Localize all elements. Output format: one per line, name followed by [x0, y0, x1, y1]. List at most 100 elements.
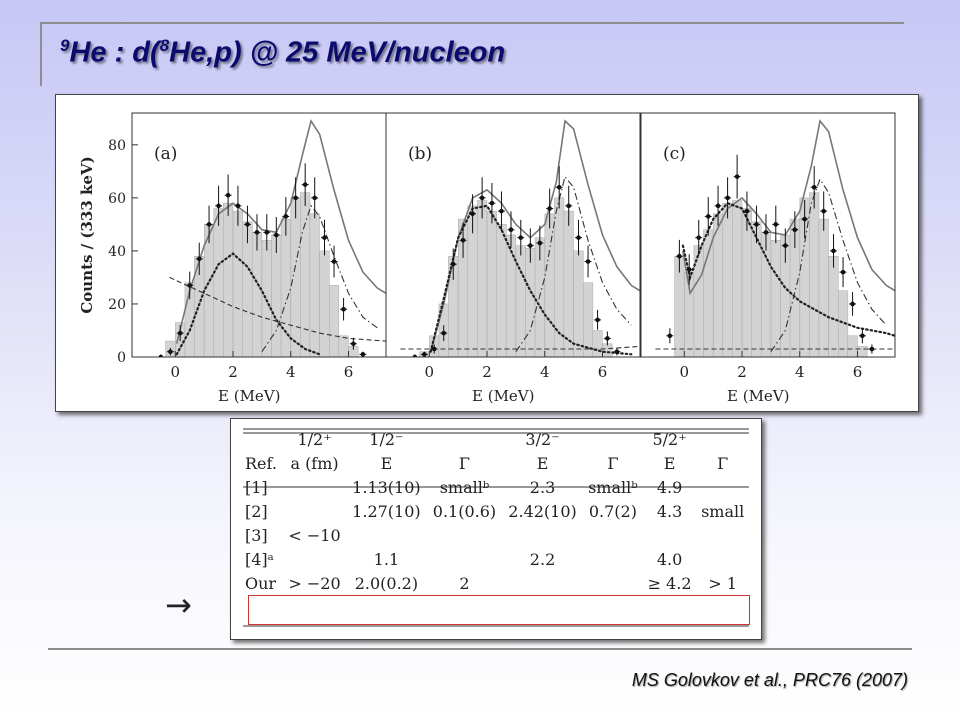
data-point — [792, 227, 798, 232]
histogram-bar — [847, 335, 858, 357]
data-point — [725, 195, 730, 201]
table-cell — [583, 427, 643, 451]
histogram-bar — [505, 234, 517, 357]
curve-component-dotted — [681, 201, 895, 337]
table-cell: 1.27(10) — [352, 501, 421, 521]
chart-panel-3: (c) 0 2 4 6 E (MeV) — [640, 112, 896, 405]
table-cell: smallᵇ — [588, 477, 638, 497]
data-point — [821, 208, 827, 214]
data-point — [187, 283, 193, 288]
spectra-figure: (a) 0 2 4 6 E (MeV) 0 20 40 60 80 Counts / (333 keV… — [55, 94, 919, 412]
y-axis-label: Counts / (333 keV) — [78, 156, 96, 313]
table-cell: 2 — [459, 573, 470, 593]
data-point — [499, 208, 504, 214]
x-tick-label: 6 — [853, 363, 863, 381]
table-cell — [427, 547, 502, 571]
table-cell: 1/2⁻ — [369, 429, 404, 449]
histogram-bar — [223, 202, 234, 357]
table-cell: a (fm) — [290, 453, 339, 473]
curve-total — [429, 119, 640, 352]
curve-component-dashed — [169, 276, 386, 342]
histogram-bar — [213, 208, 224, 357]
data-point — [595, 317, 600, 323]
data-point — [869, 346, 875, 352]
histogram-bar — [563, 210, 574, 357]
histogram-bar — [496, 224, 507, 357]
title-side-rule — [40, 22, 42, 86]
table-cell: 1.1 — [373, 549, 400, 569]
histogram-bar — [857, 346, 868, 357]
data-point — [341, 306, 346, 312]
data-point — [744, 208, 750, 214]
data-point — [431, 346, 437, 352]
curve-total — [175, 119, 386, 344]
table-cell — [696, 547, 749, 571]
data-point — [860, 333, 865, 339]
data-point — [705, 214, 711, 219]
panel-label: (c) — [663, 144, 686, 164]
x-tick-label: 0 — [425, 363, 435, 381]
y-tick-label: 60 — [108, 191, 126, 207]
curve-total — [682, 119, 895, 296]
plot-area — [655, 119, 895, 357]
table-cell: < −10 — [288, 525, 341, 545]
data-point — [254, 230, 260, 235]
data-point — [802, 216, 807, 222]
table-cell: > 1 — [708, 573, 737, 593]
data-point — [470, 211, 475, 217]
data-point — [686, 267, 692, 272]
table-cell: 4.3 — [656, 501, 683, 521]
data-point — [450, 261, 456, 267]
table-cell: [2] — [245, 501, 268, 521]
x-tick-label: 0 — [171, 363, 181, 381]
data-point — [158, 354, 164, 357]
table-row: 1/2⁺ 1/2⁻ 3/2⁻ 5/2⁺ — [243, 427, 749, 451]
curve-component-dashdot — [261, 204, 378, 353]
curve-component-dotted — [175, 252, 321, 356]
data-point — [302, 182, 308, 187]
plot-area — [400, 119, 640, 357]
plot-frame — [640, 112, 896, 358]
table-cell: [1] — [245, 477, 268, 497]
table-cell: Γ — [458, 453, 471, 473]
y-tick-label: 20 — [108, 297, 126, 313]
table-cell: 1/2⁺ — [297, 429, 332, 449]
table-cell: E — [663, 453, 676, 473]
histogram-bar — [477, 200, 488, 357]
histogram-bar — [573, 250, 584, 357]
histogram-bar — [338, 335, 349, 357]
y-tick-label: 40 — [108, 244, 126, 260]
data-point — [479, 195, 485, 201]
table-cell — [643, 523, 697, 547]
data-point — [489, 200, 495, 206]
table-cell — [696, 523, 749, 547]
x-axis-label: E (MeV) — [727, 387, 790, 405]
table-cell: Our — [245, 573, 277, 593]
data-point — [566, 203, 572, 209]
curve-component-dashdot — [515, 175, 632, 353]
data-point — [667, 333, 673, 339]
table-cell — [583, 523, 643, 547]
histogram-bar — [232, 210, 243, 357]
data-point — [264, 230, 270, 235]
data-point — [283, 214, 289, 219]
pointer-arrow: → — [165, 586, 192, 624]
curve-component-dotted — [429, 204, 633, 356]
data-point — [422, 352, 427, 357]
table-cell — [696, 427, 749, 451]
table-row: [2] 1.27(10) 0.1(0.6) 2.42(10) 0.7(2) 4.3 smal… — [243, 499, 749, 523]
data-point — [216, 203, 221, 209]
our-result-highlight-box — [248, 595, 750, 625]
curve-component-dashdot — [770, 178, 887, 353]
x-tick-label: 4 — [540, 363, 550, 381]
x-axis-label: E (MeV) — [472, 387, 535, 405]
table-cell: ≥ 4.2 — [647, 573, 692, 593]
x-tick-label: 0 — [680, 363, 690, 381]
table-cell: 5/2⁺ — [652, 429, 687, 449]
histogram-bar — [309, 213, 320, 357]
histogram-bar — [515, 245, 526, 357]
data-point — [677, 253, 682, 259]
table-cell: > −20 — [288, 573, 341, 593]
results-table-panel: 1/2⁺ 1/2⁻ 3/2⁻ 5/2⁺ Ref. a (fm) E Γ E Γ E Γ [1] 1.13(… — [230, 418, 762, 640]
table-cell — [502, 523, 583, 547]
